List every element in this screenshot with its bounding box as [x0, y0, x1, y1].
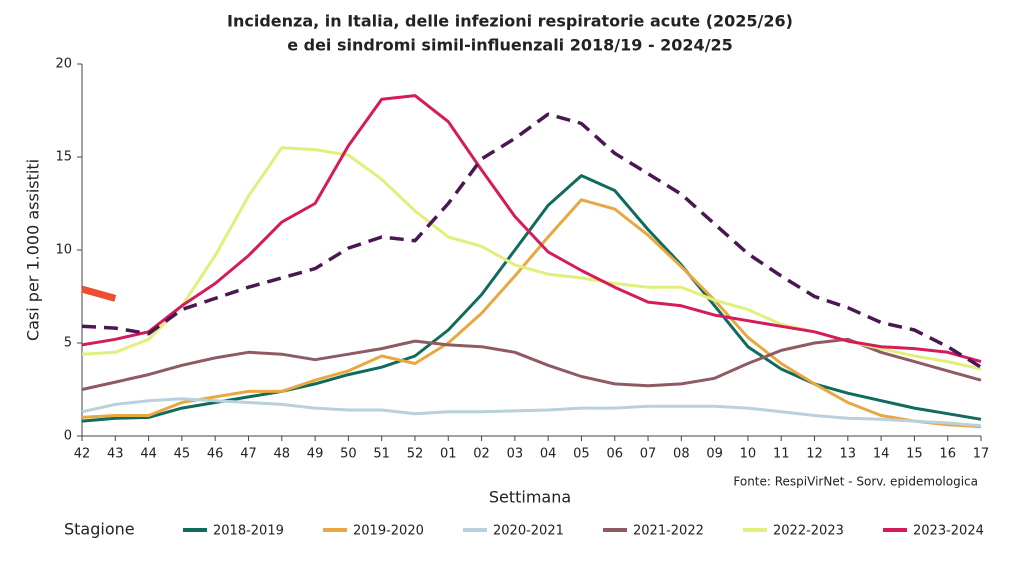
x-tick-label: 01 — [440, 447, 457, 462]
x-tick-label: 09 — [706, 447, 723, 462]
x-tick-label: 45 — [174, 447, 191, 462]
legend-label: 2020-2021 — [493, 524, 564, 539]
x-tick-label: 10 — [740, 447, 757, 462]
x-tick-label: 51 — [373, 447, 390, 462]
x-tick-label: 14 — [873, 447, 890, 462]
series-line — [81, 112, 982, 369]
x-tick-label: 15 — [906, 447, 923, 462]
x-tick-label: 44 — [140, 447, 157, 462]
x-tick-label: 08 — [673, 447, 690, 462]
source-note: Fonte: RespiVirNet - Sorv. epidemologica — [733, 475, 978, 489]
x-tick-label: 17 — [973, 447, 990, 462]
y-tick-label: 5 — [64, 336, 72, 351]
y-tick-label: 15 — [55, 150, 72, 165]
legend-label: 2022-2023 — [773, 524, 844, 539]
x-tick-label: 46 — [207, 447, 224, 462]
series-line — [81, 337, 982, 391]
y-tick-label: 0 — [64, 429, 72, 444]
x-tick-label: 05 — [573, 447, 590, 462]
y-tick-label: 10 — [55, 243, 72, 258]
x-tick-label: 06 — [606, 447, 623, 462]
x-tick-label: 12 — [806, 447, 823, 462]
x-tick-label: 16 — [939, 447, 956, 462]
legend-label: 2018-2019 — [213, 524, 284, 539]
series-line — [81, 174, 982, 423]
x-tick-label: 03 — [507, 447, 524, 462]
x-tick-label: 49 — [307, 447, 324, 462]
x-tick-label: 52 — [407, 447, 424, 462]
series-line — [81, 397, 982, 428]
legend-title: Stagione — [64, 520, 135, 539]
x-axis-title: Settimana — [489, 488, 571, 507]
x-tick-label: 02 — [473, 447, 490, 462]
chart-title: Incidenza, in Italia, delle infezioni re… — [227, 12, 793, 31]
x-tick-label: 42 — [74, 447, 91, 462]
x-tick-label: 48 — [274, 447, 291, 462]
series-line — [81, 94, 982, 364]
x-tick-label: 11 — [773, 447, 790, 462]
series-line — [81, 285, 117, 302]
legend-label: 2019-2020 — [353, 524, 424, 539]
series-line — [81, 198, 982, 429]
x-tick-label: 07 — [640, 447, 657, 462]
x-tick-label: 13 — [840, 447, 857, 462]
x-tick-label: 47 — [240, 447, 257, 462]
y-tick-label: 20 — [55, 57, 72, 72]
y-axis-title: Casi per 1.000 assistiti — [24, 159, 43, 341]
x-tick-label: 43 — [107, 447, 124, 462]
x-tick-label: 04 — [540, 447, 557, 462]
legend-label: 2021-2022 — [633, 524, 704, 539]
legend-label: 2023-2024 — [913, 524, 984, 539]
x-tick-label: 50 — [340, 447, 357, 462]
chart-subtitle: e dei sindromi simil-influenzali 2018/19… — [287, 36, 733, 55]
